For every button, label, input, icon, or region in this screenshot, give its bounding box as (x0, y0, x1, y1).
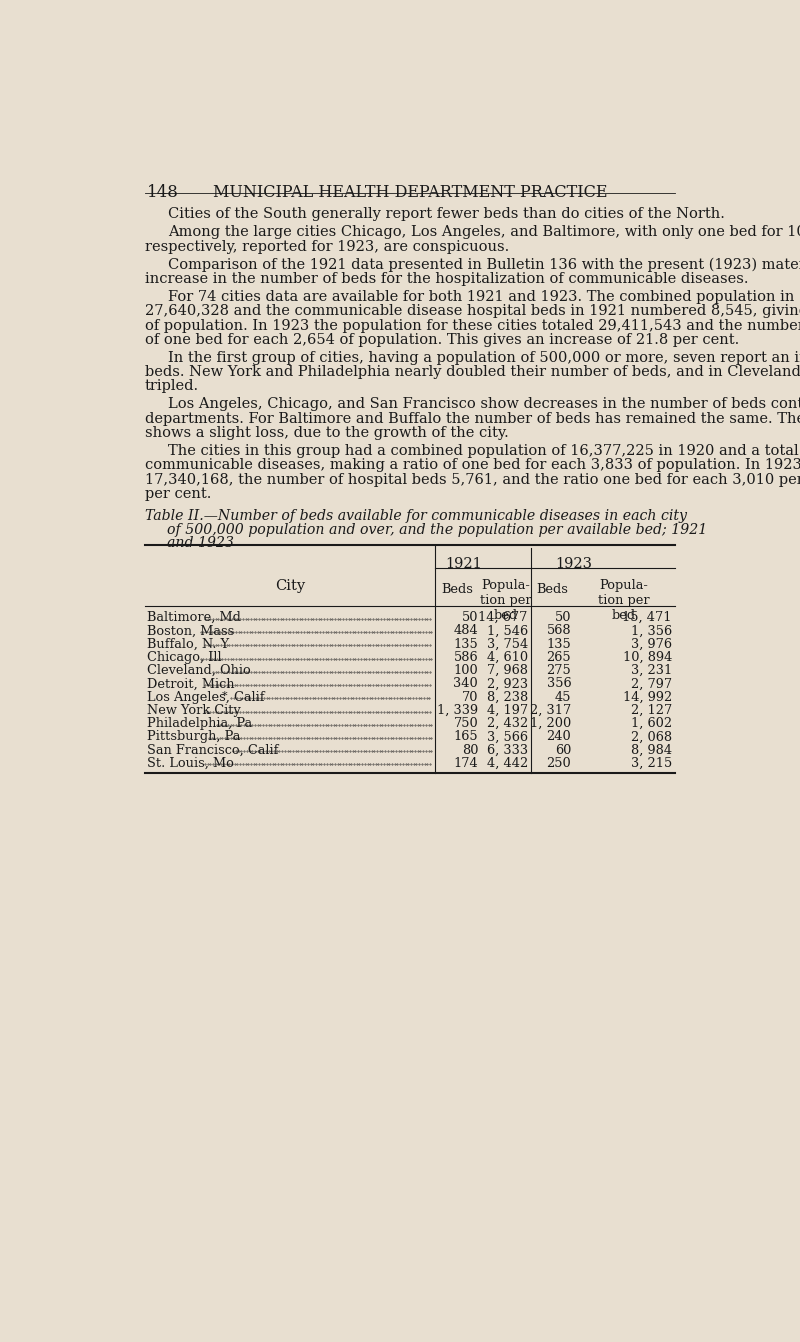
Text: New York City: New York City (147, 703, 241, 717)
Text: 2, 432: 2, 432 (486, 717, 528, 730)
Text: Los Angeles, Calif: Los Angeles, Calif (147, 691, 265, 703)
Text: MUNICIPAL HEALTH DEPARTMENT PRACTICE: MUNICIPAL HEALTH DEPARTMENT PRACTICE (213, 184, 607, 201)
Text: 484: 484 (454, 624, 478, 637)
Text: 356: 356 (546, 678, 571, 690)
Text: 4, 610: 4, 610 (486, 651, 528, 664)
Text: 340: 340 (454, 678, 478, 690)
Text: City: City (275, 578, 305, 593)
Text: 50: 50 (462, 611, 478, 624)
Text: 250: 250 (546, 757, 571, 770)
Text: Among the large cities Chicago, Los Angeles, and Baltimore, with only one bed fo: Among the large cities Chicago, Los Ange… (168, 225, 800, 239)
Text: Beds: Beds (536, 584, 568, 596)
Text: 4, 197: 4, 197 (486, 703, 528, 717)
Text: per cent.: per cent. (145, 487, 211, 501)
Text: Los Angeles, Chicago, and San Francisco show decreases in the number of beds con: Los Angeles, Chicago, and San Francisco … (168, 397, 800, 412)
Text: 17,340,168, the number of hospital beds 5,761, and the ratio one bed for each 3,: 17,340,168, the number of hospital beds … (145, 472, 800, 487)
Text: 8, 238: 8, 238 (486, 691, 528, 703)
Text: Boston, Mass: Boston, Mass (147, 624, 234, 637)
Text: 135: 135 (454, 637, 478, 651)
Text: 14, 992: 14, 992 (622, 691, 672, 703)
Text: 3, 566: 3, 566 (486, 730, 528, 743)
Text: Philadelphia, Pa: Philadelphia, Pa (147, 717, 253, 730)
Text: 568: 568 (546, 624, 571, 637)
Text: tripled.: tripled. (145, 380, 199, 393)
Text: 750: 750 (454, 717, 478, 730)
Text: 586: 586 (454, 651, 478, 664)
Text: beds. New York and Philadelphia nearly doubled their number of beds, and in Clev: beds. New York and Philadelphia nearly d… (145, 365, 800, 378)
Text: of 500,000 population and over, and the population per available bed; 1921: of 500,000 population and over, and the … (166, 522, 707, 537)
Text: 2, 317: 2, 317 (530, 703, 571, 717)
Text: 3, 976: 3, 976 (631, 637, 672, 651)
Text: Table II.—Number of beds available for communicable diseases in each city: Table II.—Number of beds available for c… (145, 510, 687, 523)
Text: Beds: Beds (442, 584, 474, 596)
Text: 3, 754: 3, 754 (486, 637, 528, 651)
Text: 14, 677: 14, 677 (478, 611, 528, 624)
Text: of one bed for each 2,654 of population. This gives an increase of 21.8 per cent: of one bed for each 2,654 of population.… (145, 333, 739, 346)
Text: 8, 984: 8, 984 (631, 743, 672, 757)
Text: 7, 968: 7, 968 (486, 664, 528, 678)
Text: of population. In 1923 the population for these cities totaled 29,411,543 and th: of population. In 1923 the population fo… (145, 318, 800, 333)
Text: increase in the number of beds for the hospitalization of communicable diseases.: increase in the number of beds for the h… (145, 272, 749, 286)
Text: departments. For Baltimore and Buffalo the number of beds has remained the same.: departments. For Baltimore and Buffalo t… (145, 412, 800, 425)
Text: 1923: 1923 (555, 557, 592, 572)
Text: For 74 cities data are available for both 1921 and 1923. The combined population: For 74 cities data are available for bot… (168, 290, 800, 305)
Text: 70: 70 (462, 691, 478, 703)
Text: St. Louis, Mo: St. Louis, Mo (147, 757, 234, 770)
Text: Chicago, Ill: Chicago, Ill (147, 651, 222, 664)
Text: 45: 45 (554, 691, 571, 703)
Text: and 1923: and 1923 (166, 535, 234, 550)
Text: 4, 442: 4, 442 (486, 757, 528, 770)
Text: Pittsburgh, Pa: Pittsburgh, Pa (147, 730, 241, 743)
Text: 165: 165 (454, 730, 478, 743)
Text: communicable diseases, making a ratio of one bed for each 3,833 of population. I: communicable diseases, making a ratio of… (145, 458, 800, 472)
Text: Buffalo, N. Y: Buffalo, N. Y (147, 637, 230, 651)
Text: The cities in this group had a combined population of 16,377,225 in 1920 and a t: The cities in this group had a combined … (168, 444, 800, 458)
Text: 1, 200: 1, 200 (530, 717, 571, 730)
Text: 50: 50 (554, 611, 571, 624)
Text: 275: 275 (546, 664, 571, 678)
Text: 1, 356: 1, 356 (631, 624, 672, 637)
Text: Comparison of the 1921 data presented in Bulletin 136 with the present (1923) ma: Comparison of the 1921 data presented in… (168, 258, 800, 272)
Text: Cleveland, Ohio: Cleveland, Ohio (147, 664, 251, 678)
Text: 2, 923: 2, 923 (486, 678, 528, 690)
Text: 135: 135 (546, 637, 571, 651)
Text: 1, 339: 1, 339 (437, 703, 478, 717)
Text: 3, 231: 3, 231 (630, 664, 672, 678)
Text: 3, 215: 3, 215 (630, 757, 672, 770)
Text: 2, 068: 2, 068 (631, 730, 672, 743)
Text: 2, 797: 2, 797 (631, 678, 672, 690)
Text: respectively, reported for 1923, are conspicuous.: respectively, reported for 1923, are con… (145, 240, 509, 254)
Text: In the first group of cities, having a population of 500,000 or more, seven repo: In the first group of cities, having a p… (168, 350, 800, 365)
Text: 60: 60 (555, 743, 571, 757)
Text: 80: 80 (462, 743, 478, 757)
Text: Detroit, Mich: Detroit, Mich (147, 678, 234, 690)
Text: 148: 148 (146, 184, 178, 201)
Text: 1921: 1921 (445, 557, 482, 572)
Text: *: * (222, 691, 228, 701)
Text: Cities of the South generally report fewer beds than do cities of the North.: Cities of the South generally report few… (168, 207, 725, 221)
Text: 240: 240 (546, 730, 571, 743)
Text: San Francisco, Calif: San Francisco, Calif (147, 743, 278, 757)
Text: Baltimore, Md: Baltimore, Md (147, 611, 241, 624)
Text: 1, 602: 1, 602 (631, 717, 672, 730)
Text: 10, 894: 10, 894 (622, 651, 672, 664)
Text: 1, 546: 1, 546 (486, 624, 528, 637)
Text: 265: 265 (546, 651, 571, 664)
Text: 6, 333: 6, 333 (486, 743, 528, 757)
Text: 100: 100 (454, 664, 478, 678)
Text: Popula-
tion per
bed: Popula- tion per bed (598, 578, 650, 621)
Text: 2, 127: 2, 127 (630, 703, 672, 717)
Text: Popula-
tion per
bed: Popula- tion per bed (479, 578, 531, 621)
Text: 15, 471: 15, 471 (622, 611, 672, 624)
Text: 174: 174 (454, 757, 478, 770)
Text: shows a slight loss, due to the growth of the city.: shows a slight loss, due to the growth o… (145, 425, 509, 440)
Text: 27,640,328 and the communicable disease hospital beds in 1921 numbered 8,545, gi: 27,640,328 and the communicable disease … (145, 305, 800, 318)
